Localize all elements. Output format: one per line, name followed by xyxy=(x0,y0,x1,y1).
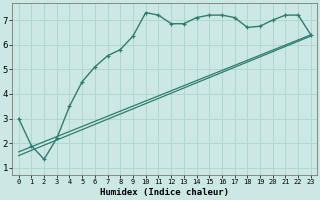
X-axis label: Humidex (Indice chaleur): Humidex (Indice chaleur) xyxy=(100,188,229,197)
